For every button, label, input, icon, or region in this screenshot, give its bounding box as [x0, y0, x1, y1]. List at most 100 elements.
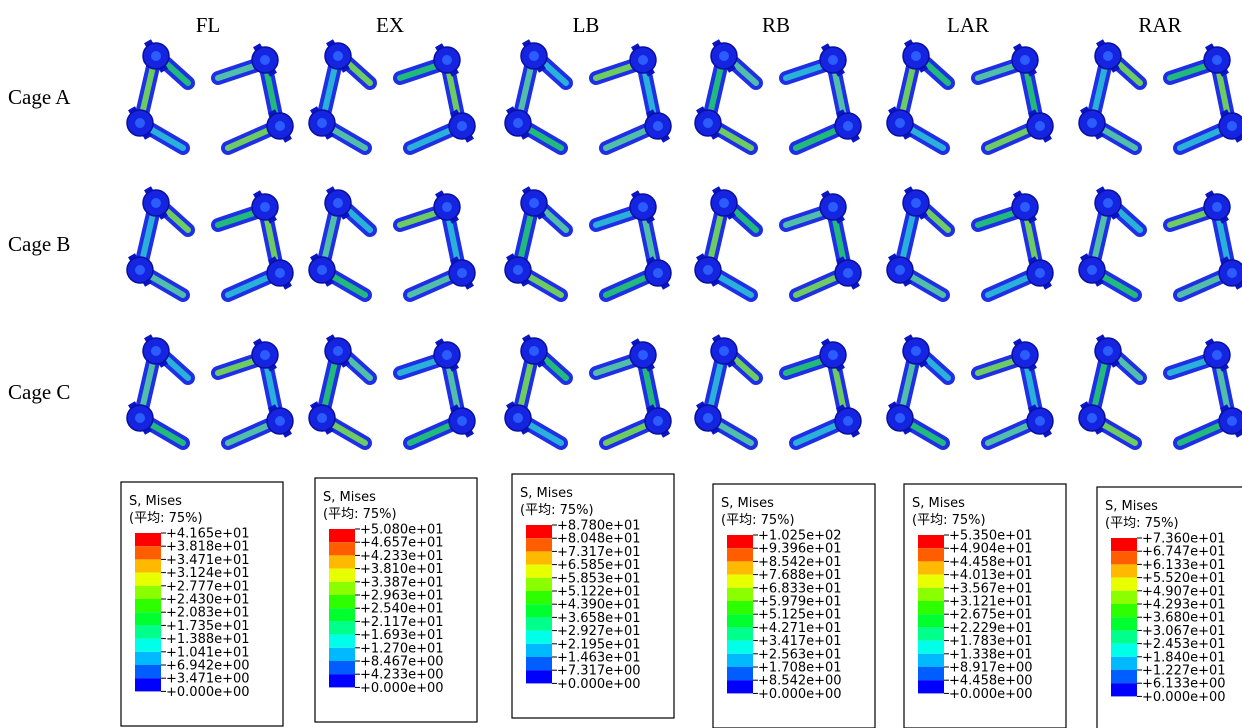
column-header: LB	[573, 13, 600, 37]
cage-model	[127, 334, 293, 443]
figure: FLEXLBRBLARRARCage ACage BCage CS, Mises…	[0, 0, 1242, 728]
joint-cap	[1227, 268, 1237, 278]
color-band	[1111, 591, 1137, 604]
color-band	[526, 578, 552, 591]
joint-cap	[703, 413, 713, 423]
joint-cap	[653, 121, 663, 131]
color-band	[727, 548, 753, 561]
joint-cap	[1087, 413, 1097, 423]
joint-cap	[1212, 202, 1222, 212]
joint-cap	[135, 265, 145, 275]
joint-cap	[895, 118, 905, 128]
joint-cap	[275, 268, 285, 278]
color-band	[918, 667, 944, 680]
cage-model	[695, 334, 861, 443]
color-band	[918, 627, 944, 640]
color-band	[727, 627, 753, 640]
color-band	[727, 575, 753, 588]
color-band	[918, 614, 944, 627]
joint-cap	[260, 55, 270, 65]
joint-cap	[457, 416, 467, 426]
color-band	[526, 631, 552, 644]
joint-cap	[653, 268, 663, 278]
row-label: Cage C	[8, 380, 70, 404]
joint-cap	[442, 202, 452, 212]
joint-cap	[275, 121, 285, 131]
joint-cap	[513, 413, 523, 423]
color-band	[526, 551, 552, 564]
color-band	[1111, 617, 1137, 630]
column-header: FL	[196, 13, 221, 37]
color-band	[526, 538, 552, 551]
row-label: Cage A	[8, 85, 71, 109]
joint-cap	[135, 118, 145, 128]
joint-cap	[638, 350, 648, 360]
color-band	[526, 644, 552, 657]
joint-cap	[317, 413, 327, 423]
color-band	[135, 559, 161, 572]
joint-cap	[638, 202, 648, 212]
joint-cap	[529, 51, 539, 61]
cage-model	[309, 39, 475, 148]
joint-cap	[260, 350, 270, 360]
cage-model	[127, 39, 293, 148]
column-header: RB	[762, 13, 790, 37]
cage-model	[887, 186, 1053, 295]
color-band	[329, 595, 355, 608]
cage-model	[1079, 186, 1242, 295]
joint-cap	[1103, 198, 1113, 208]
legend-title: S, Mises	[1105, 499, 1158, 514]
joint-cap	[703, 118, 713, 128]
legend-title: S, Mises	[520, 486, 573, 501]
color-band	[329, 674, 355, 687]
color-band	[135, 599, 161, 612]
cage-model	[127, 186, 293, 295]
color-band	[526, 604, 552, 617]
joint-cap	[135, 413, 145, 423]
legend-label: +0.000e+00	[949, 687, 1033, 702]
color-band	[526, 670, 552, 683]
legend-label: +0.000e+00	[166, 685, 250, 700]
color-band	[526, 565, 552, 578]
column-header: EX	[376, 13, 404, 37]
cage-model	[505, 334, 671, 443]
joint-cap	[513, 265, 523, 275]
color-band	[135, 533, 161, 546]
legend-label: +0.000e+00	[758, 687, 842, 702]
cage-model	[309, 186, 475, 295]
legend-title: S, Mises	[721, 496, 774, 511]
color-band	[918, 601, 944, 614]
color-band	[329, 608, 355, 621]
legend-subtitle: (平均: 75%)	[520, 503, 594, 518]
legend-subtitle: (平均: 75%)	[912, 513, 986, 528]
joint-cap	[442, 55, 452, 65]
color-band	[918, 680, 944, 693]
color-band	[526, 617, 552, 630]
color-band	[918, 535, 944, 548]
joint-cap	[1227, 121, 1237, 131]
joint-cap	[529, 198, 539, 208]
color-band	[1111, 564, 1137, 577]
joint-cap	[1212, 55, 1222, 65]
joint-cap	[1103, 51, 1113, 61]
color-band	[1111, 683, 1137, 696]
joint-cap	[1035, 416, 1045, 426]
cage-model	[1079, 39, 1242, 148]
joint-cap	[442, 350, 452, 360]
joint-cap	[317, 265, 327, 275]
color-band	[727, 667, 753, 680]
joint-cap	[828, 350, 838, 360]
cage-model	[695, 39, 861, 148]
color-band	[918, 588, 944, 601]
color-band	[329, 621, 355, 634]
color-band	[135, 652, 161, 665]
legend-subtitle: (平均: 75%)	[323, 507, 397, 522]
joint-cap	[638, 55, 648, 65]
legend-subtitle: (平均: 75%)	[1105, 516, 1179, 531]
color-band	[329, 529, 355, 542]
color-band	[1111, 630, 1137, 643]
joint-cap	[333, 51, 343, 61]
color-band	[1111, 644, 1137, 657]
joint-cap	[275, 416, 285, 426]
color-band	[329, 542, 355, 555]
